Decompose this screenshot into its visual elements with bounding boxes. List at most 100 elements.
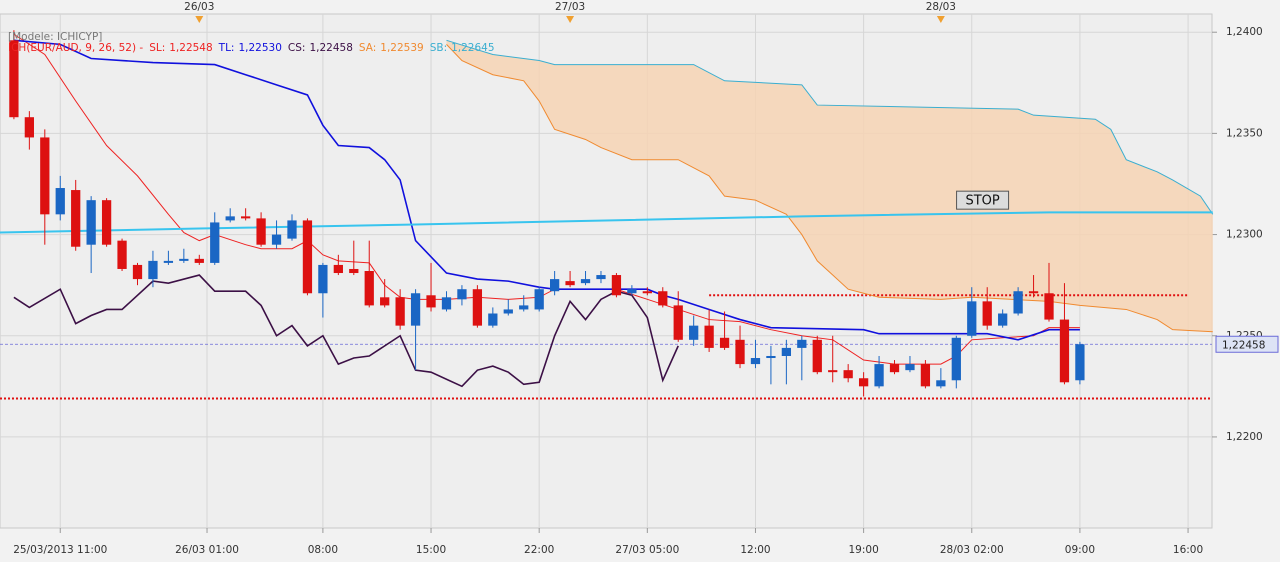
candle-body — [457, 289, 467, 300]
legend-text: ICH(EUR/AUD, 9, 26, 52) - — [8, 42, 143, 54]
x-tick-label: 12:00 — [740, 544, 770, 556]
candle-body — [565, 281, 575, 286]
y-tick-label: 1,2350 — [1226, 127, 1263, 139]
candle-body — [241, 216, 251, 219]
price-tag — [1215, 335, 1279, 353]
candle-body — [1059, 319, 1070, 383]
candle-body — [719, 337, 730, 348]
legend-text: 1,22645 — [451, 42, 494, 54]
y-tick-label: 1,2200 — [1226, 431, 1263, 443]
candle-body — [967, 301, 977, 336]
candle-body — [580, 279, 591, 284]
candle-body — [163, 260, 174, 263]
model-label: [Modele: ICHICYP] — [8, 31, 102, 43]
candle-body — [441, 297, 452, 310]
candle-body — [1044, 293, 1054, 320]
legend: [Modele: ICHICYP] ICH(EUR/AUD, 9, 26, 52… — [8, 31, 495, 54]
legend-text: SL: — [149, 42, 165, 54]
x-tick-label: 09:00 — [1065, 544, 1095, 556]
candle-body — [998, 313, 1008, 326]
annotation-box — [956, 190, 1010, 210]
candle-body — [519, 305, 529, 310]
x-tick-label: 25/03/2013 11:00 — [13, 544, 107, 556]
candle-body — [874, 364, 884, 387]
candle-body — [642, 291, 652, 294]
candle-body — [549, 279, 560, 292]
candle-body — [781, 347, 792, 356]
legend-text: SA: — [359, 42, 376, 54]
price-tag-label: 1,22458 — [1222, 339, 1265, 351]
candle-body — [766, 355, 776, 359]
candle-body — [611, 275, 622, 296]
annotation: STOP — [956, 190, 1010, 210]
candle-body — [905, 364, 915, 371]
candle-body — [503, 309, 513, 314]
candle-body — [210, 222, 220, 263]
legend-line: ICH(EUR/AUD, 9, 26, 52) - SL: 1,22548 TL: 1,… — [8, 42, 495, 54]
candle-body — [627, 289, 637, 294]
candle-body — [349, 268, 359, 274]
candle-body — [256, 218, 266, 245]
legend-text: 1,22530 — [238, 42, 281, 54]
candle-body — [843, 370, 853, 379]
x-tick-label: 27/03 05:00 — [615, 544, 679, 556]
candle-body — [596, 275, 606, 280]
candle-body — [55, 188, 65, 215]
candle-body — [117, 240, 127, 269]
candle-body — [750, 358, 761, 365]
candle-body — [673, 305, 683, 340]
x-tick-label: 22:00 — [524, 544, 554, 556]
candle-body — [271, 234, 282, 245]
candle-body — [920, 364, 931, 387]
candle-body — [86, 200, 96, 245]
candle-body — [1028, 291, 1039, 294]
candle-body — [982, 301, 992, 326]
legend-text: TL: — [218, 42, 235, 54]
day-marker-label: 27/03 — [555, 1, 585, 13]
candle-body — [24, 117, 34, 138]
candle-body — [395, 297, 405, 326]
candle-body — [302, 220, 313, 294]
legend-text: 1,22539 — [380, 42, 423, 54]
candle-body — [1013, 291, 1023, 314]
indicator-line — [13, 274, 679, 388]
candle-body — [704, 325, 714, 348]
candle-body — [858, 378, 869, 387]
x-tick-label: 26/03 01:00 — [175, 544, 239, 556]
candle-body — [735, 339, 745, 365]
day-marker — [936, 16, 945, 23]
day-marker — [566, 16, 575, 23]
legend-text: 1,22548 — [169, 42, 212, 54]
candle-body — [410, 293, 421, 326]
candle-body — [951, 337, 961, 381]
indicator-line — [0, 211, 1213, 234]
x-tick-label: 16:00 — [1173, 544, 1203, 556]
candle-body — [689, 325, 699, 340]
indicator-line — [13, 39, 1080, 341]
candle-body — [318, 264, 328, 294]
candle-body — [380, 297, 390, 306]
candle-body — [194, 258, 204, 263]
candle-body — [889, 364, 900, 373]
x-tick-label: 08:00 — [308, 544, 338, 556]
legend-text: CS: — [288, 42, 306, 54]
x-tick-label: 15:00 — [416, 544, 446, 556]
candle-body — [333, 264, 343, 274]
candle-body — [225, 216, 235, 221]
candle-body — [936, 380, 946, 387]
candle-body — [828, 370, 838, 373]
candle-body — [179, 258, 189, 261]
y-tick-label: 1,2300 — [1226, 229, 1263, 241]
candle-body — [534, 289, 544, 310]
x-tick-label: 19:00 — [848, 544, 878, 556]
candle-body — [101, 200, 112, 245]
day-marker-label: 28/03 — [926, 1, 956, 13]
day-marker — [195, 16, 204, 23]
indicator-line — [446, 39, 1214, 215]
candle-body — [812, 339, 822, 373]
candle-body — [1075, 344, 1085, 381]
candle-body — [287, 220, 297, 239]
candle-body — [148, 260, 158, 280]
